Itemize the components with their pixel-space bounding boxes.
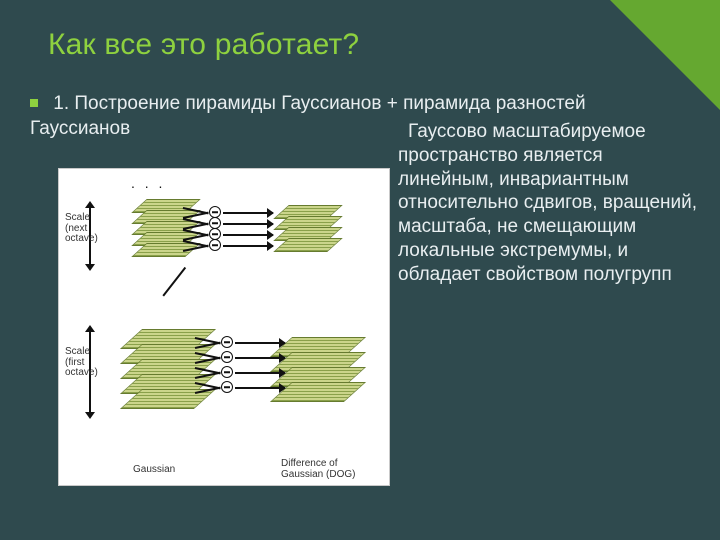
arrow-icon [223, 223, 273, 225]
ellipsis: . . . [131, 175, 165, 191]
right-bullet: Гауссово масштабируемое пространство явл… [398, 120, 698, 286]
arrow-icon [223, 245, 273, 247]
octave-link [162, 267, 185, 296]
minus-icon [209, 239, 221, 251]
arrow-icon [223, 212, 273, 214]
arrow-icon [235, 372, 285, 374]
label-dog: Difference of Gaussian (DOG) [281, 459, 361, 480]
minus-icon [221, 381, 233, 393]
arrow-icon [235, 357, 285, 359]
right-text: Гауссово масштабируемое пространство явл… [398, 121, 697, 285]
label-scale-next: Scale (next octave) [65, 213, 101, 245]
bullet-icon [30, 99, 38, 107]
arrow-icon [235, 342, 285, 344]
minus-icon [221, 336, 233, 348]
pyramid-diagram: . . . Scale (next octave) Scale (first o… [58, 168, 390, 486]
minus-icon [221, 366, 233, 378]
minus-icon [221, 351, 233, 363]
arrow-icon [235, 387, 285, 389]
arrow-icon [223, 234, 273, 236]
label-gaussian: Gaussian [133, 465, 175, 476]
label-scale-first: Scale (first octave) [65, 347, 101, 379]
slide-title: Как все это работает? [48, 28, 359, 62]
